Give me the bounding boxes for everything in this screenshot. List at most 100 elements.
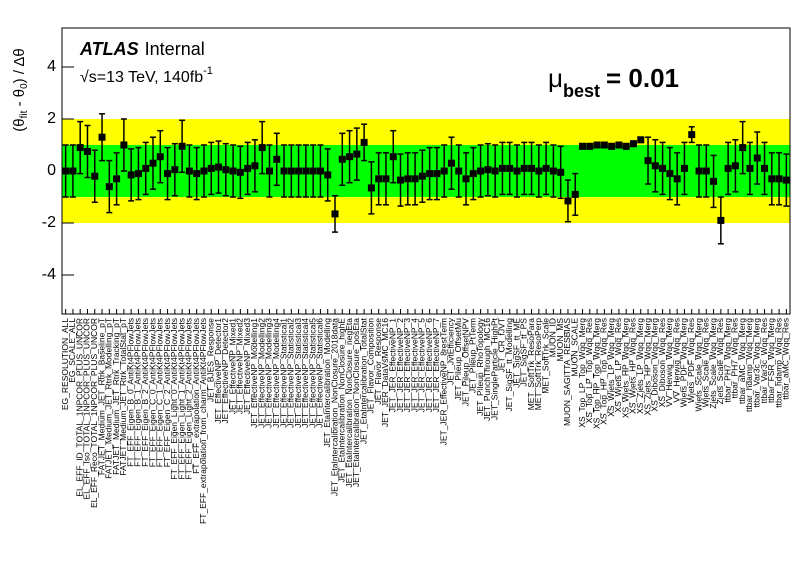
x-tick-label: JET_Pileup_PtTerm (468, 318, 478, 393)
x-tick-label: JET_EtaIntercalibration_NonClosure_2018d… (329, 318, 339, 496)
pull-point (309, 167, 317, 175)
pull-point (433, 170, 441, 178)
pull-point (753, 154, 761, 162)
x-tick-label: Wjets_Scale_Wqq_Res (701, 318, 711, 407)
x-tick-label: JET_JER_EffectiveNP_6 (424, 318, 434, 413)
status: Internal (145, 39, 205, 59)
y-tick-label: -4 (42, 266, 56, 283)
pull-point (258, 144, 266, 152)
pull-point (688, 131, 696, 139)
pull-point (171, 166, 179, 174)
pull-point (98, 133, 106, 141)
pull-point (695, 167, 703, 175)
x-tick-label: ttbar_FSR_Wqq_Merg (766, 318, 776, 403)
x-tick-label: EL_EFF_Iso_TOTAL_1NPCOR_PLUS_UNCOR (82, 318, 92, 500)
x-tick-label: JET_JER_EffectiveNP_7 (431, 318, 441, 413)
pull-point (564, 197, 572, 205)
pull-point (236, 168, 244, 176)
x-tick-label: JET_EffectiveNP_Mixed3 (242, 318, 252, 414)
pull-point (484, 166, 492, 174)
pull-point (651, 162, 659, 170)
x-tick-label: XS_Wjets_HP_Wqq_Res (628, 318, 638, 414)
pull-point (404, 175, 412, 183)
x-tick-label: XS_Wjets_HP_Wqq_Merg (620, 318, 630, 418)
x-tick-label: FT_EFF_Eigen_C_1_AntiKt4PFlowJets (155, 318, 165, 467)
pull-point (389, 153, 397, 161)
x-tick-label: XS_Zjets_HP_Wqq_Merg (642, 318, 652, 416)
pull-point (498, 164, 506, 172)
pull-point (520, 164, 528, 172)
x-tick-label: JET_EffectiveNP_Statistical6 (315, 318, 325, 428)
pull-point (120, 141, 128, 149)
x-tick-label: XS_Wjets_LP_Wqq_Res (613, 318, 623, 413)
pull-point (91, 172, 99, 180)
mu-sub: best (563, 81, 600, 101)
x-tick-label: ttbar_hdamp_Wqq_Merg (744, 318, 754, 412)
pull-point (229, 167, 237, 175)
pull-point (426, 170, 434, 178)
pull-point (557, 168, 565, 176)
x-tick-label: JET_JER_EffectiveNP_2 (395, 318, 405, 413)
x-tick-label: JET_BJES_Response (205, 318, 215, 402)
x-tick-label: ttbar_Var3c_Wqq_Merg (751, 318, 761, 408)
pull-point (608, 142, 616, 150)
x-tick-label: Zjets_Scale_Wqq_Merg (708, 318, 718, 409)
x-tick-label: FT_EFF_Eigen_B_2_AntiKt4PFlowJets (140, 318, 150, 467)
pull-point (105, 183, 113, 191)
pull-point (324, 171, 332, 179)
y-axis-label: (θfit - θ0) / Δθ (11, 48, 30, 131)
pull-point (346, 153, 354, 161)
x-tick-label: MUON_MS (555, 318, 565, 362)
x-tick-label: Wjets_PDF_Wqq_Res (686, 318, 696, 403)
pull-point (280, 167, 288, 175)
marks (62, 113, 790, 245)
sigma-band (62, 145, 790, 197)
x-tick-label: FT_EFF_Eigen_C_2_AntiKt4PFlowJets (162, 318, 172, 467)
pull-point (477, 167, 485, 175)
pull-point (360, 138, 368, 146)
energy-sup: -1 (203, 65, 213, 77)
pull-point (710, 177, 718, 185)
pull-point (615, 141, 623, 149)
pull-point (265, 167, 273, 175)
pull-point (549, 167, 557, 175)
pull-point (338, 155, 346, 163)
x-tick-label: JET_EffectiveNP_Mixed2 (235, 318, 245, 414)
pull-point (637, 136, 645, 144)
x-tick-label: XS_Top_HP_Top_Wqq_Res (599, 318, 609, 425)
pull-point (418, 172, 426, 180)
pull-point (353, 150, 361, 158)
pull-point (731, 162, 739, 170)
x-tick-label: ttbar_PH7_Wqq_Merg (722, 318, 732, 403)
pull-point (542, 164, 550, 172)
x-tick-label: JET_EtaIntercalibration_NonClosure_posEt… (351, 318, 361, 487)
x-tick-label: MET_SoftTrk_ResoPerp (533, 318, 543, 411)
mu-symbol: μ (548, 63, 563, 93)
pull-point (571, 190, 579, 198)
x-tick-label: ttbar_PH7_Wqq_Res (730, 318, 740, 398)
x-tick-label: JET_EffectiveNP_Detector2 (220, 318, 230, 424)
x-tick-label: JET_JER_EffectiveNP_8restTerm (438, 318, 448, 445)
x-tick-label: JET_JER_EffectiveNP_5 (417, 318, 427, 413)
x-tick-label: FATJET_Medium_JET_Rtrk_Modelling_pT (104, 318, 114, 479)
x-tick-label: FATJET_Medium_JET_Rtrk_TotalStat_pT (118, 318, 128, 476)
x-tick-label: JET_EffectiveNP_Statistical1 (278, 318, 288, 428)
x-tick-label: MET_SoftTrk_Scale (540, 318, 550, 394)
x-tick-label: XS_Top_LP_Top_Wqq_Merg (577, 318, 587, 428)
pull-point (462, 175, 470, 183)
x-tick-label: JET_SigSF_tt_PS (519, 318, 529, 387)
pull-point (222, 166, 230, 174)
pull-point (331, 210, 339, 218)
x-tick-label: MUON_ID (548, 318, 558, 357)
pull-point (535, 167, 543, 175)
experiment: ATLAS (79, 39, 139, 59)
pull-point (185, 167, 193, 175)
x-tick-label: Zjets_Scale_Wqq_Res (715, 318, 725, 404)
pull-point (775, 175, 783, 183)
pull-point (142, 164, 150, 172)
x-tick-label: JET_EtaIntercalibration_NonClosure_negEt… (344, 318, 354, 488)
pull-point (593, 141, 601, 149)
pull-point (761, 164, 769, 172)
x-tick-label: XS_Wjets_LP_Wqq_Merg (606, 318, 616, 417)
x-tick-label: JET_EtaIntercalibration_Modelling (322, 318, 332, 448)
